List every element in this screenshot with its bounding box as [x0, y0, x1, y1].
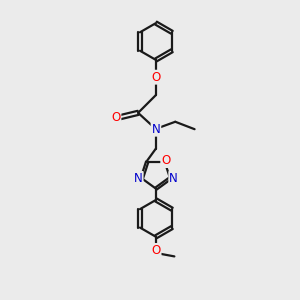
Text: O: O	[151, 244, 160, 257]
Text: O: O	[111, 111, 120, 124]
Text: N: N	[134, 172, 142, 185]
Text: N: N	[169, 172, 178, 185]
Text: O: O	[161, 154, 170, 167]
Text: N: N	[152, 123, 160, 136]
Text: O: O	[151, 71, 160, 84]
